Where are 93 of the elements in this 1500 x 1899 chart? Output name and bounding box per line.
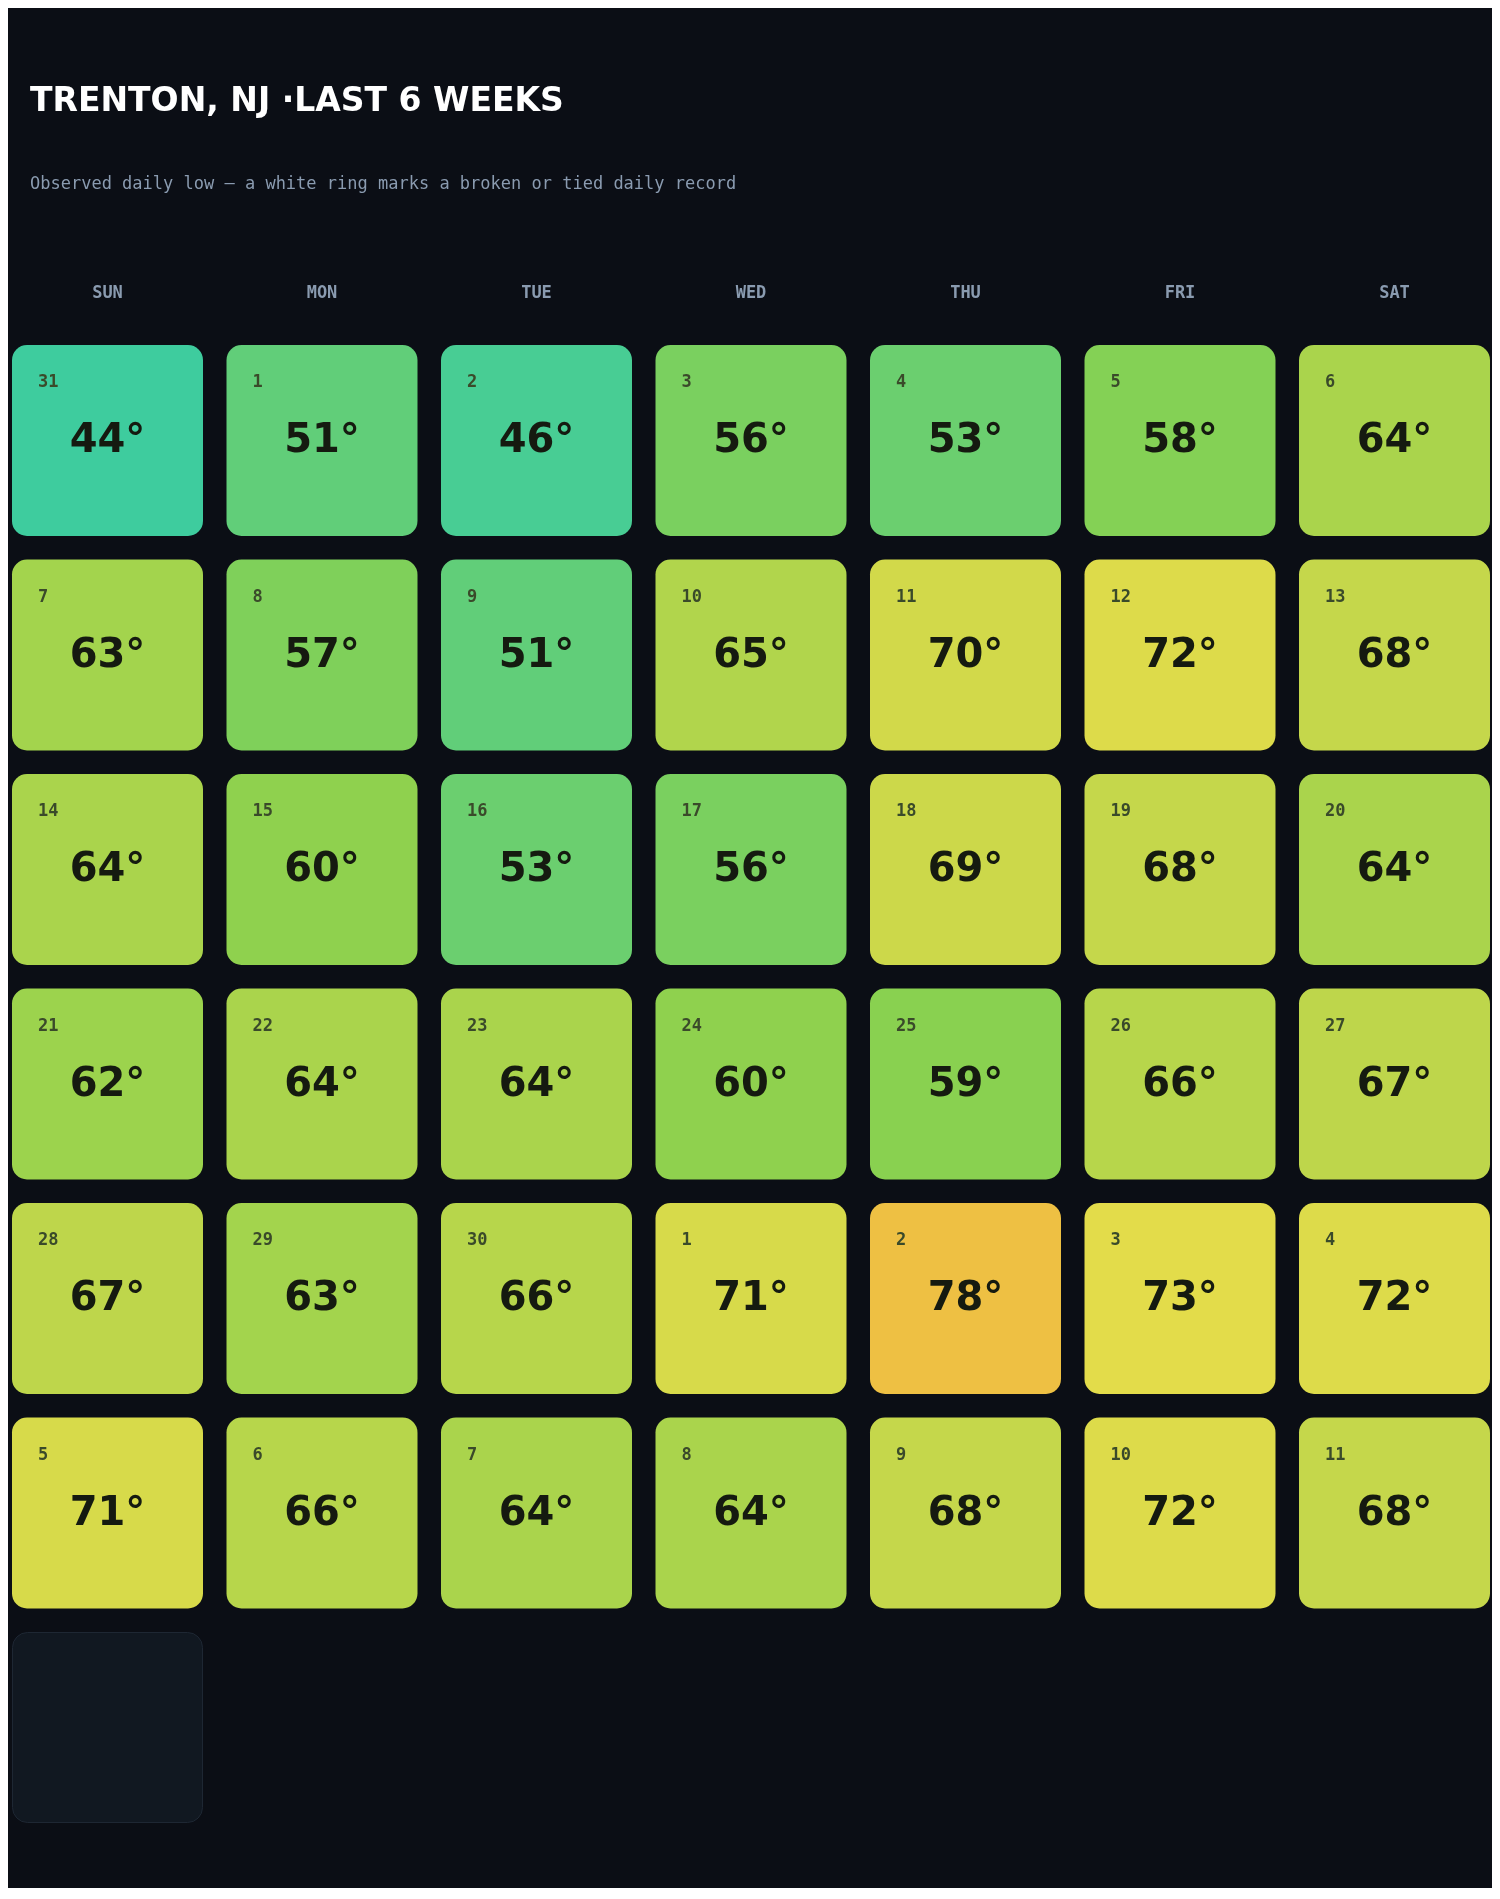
data-label: 64°	[1356, 844, 1433, 890]
data-label: 65°	[713, 629, 789, 676]
annotation: 27	[1325, 1014, 1346, 1035]
annotation: 21	[38, 1014, 59, 1035]
annotation: 12	[1110, 585, 1131, 606]
data-label: 53°	[498, 844, 575, 890]
annotation: 7	[467, 1443, 478, 1464]
data-label: 78°	[927, 1273, 1004, 1319]
data-label: 73°	[1142, 1273, 1218, 1319]
annotation: 4	[896, 371, 907, 391]
data-label: 56°	[713, 415, 789, 461]
data-label: 58°	[1142, 415, 1218, 461]
annotation: 31	[38, 371, 59, 391]
chart-subtitle: Observed daily low — a white ring marks a broken or tied daily record	[30, 173, 737, 193]
data-label: 57°	[284, 629, 360, 676]
data-label: 70°	[927, 629, 1004, 676]
data-label: 60°	[284, 844, 360, 890]
annotation: 9	[467, 585, 478, 606]
annotation: 28	[38, 1229, 59, 1249]
data-label: 72°	[1142, 1487, 1218, 1534]
annotation: 8	[252, 585, 263, 606]
annotation: 16	[467, 800, 488, 820]
data-label: 68°	[1356, 1487, 1433, 1534]
x-tick-label: MON	[306, 282, 338, 302]
annotation: 8	[681, 1443, 692, 1464]
data-label: 71°	[69, 1487, 146, 1534]
data-label: 67°	[1356, 1058, 1433, 1105]
x-tick-label: WED	[735, 282, 767, 302]
data-label: 51°	[284, 415, 360, 461]
data-label: 46°	[498, 415, 575, 461]
annotation: 20	[1325, 800, 1346, 820]
annotation: 15	[252, 800, 273, 820]
annotation: 10	[681, 585, 702, 606]
data-label: 60°	[713, 1058, 789, 1105]
annotation: 25	[896, 1014, 917, 1035]
data-label: 63°	[284, 1273, 360, 1319]
annotation: 6	[1325, 371, 1336, 391]
annotation: 24	[681, 1014, 702, 1035]
x-tick-label: SUN	[92, 282, 123, 302]
annotation: 14	[38, 800, 59, 820]
annotation: 7	[38, 585, 49, 606]
annotation: 29	[252, 1229, 273, 1249]
annotation: 26	[1110, 1014, 1131, 1035]
annotation: 6	[252, 1443, 263, 1464]
annotation: 4	[1325, 1229, 1336, 1249]
data-label: 64°	[69, 844, 146, 890]
data-label: 66°	[498, 1273, 575, 1319]
data-label: 72°	[1142, 629, 1218, 676]
annotation: 19	[1110, 800, 1131, 820]
data-label: 66°	[284, 1487, 360, 1534]
data-label: 66°	[1142, 1058, 1218, 1105]
annotation: 23	[467, 1014, 488, 1035]
data-label: 64°	[498, 1487, 575, 1534]
annotation: 13	[1325, 585, 1346, 606]
annotation: 18	[896, 800, 917, 820]
x-tick-label: FRI	[1164, 282, 1196, 302]
data-label: 44°	[69, 415, 146, 461]
annotation: 11	[1325, 1443, 1346, 1464]
data-label: 68°	[1142, 844, 1218, 890]
data-label: 64°	[284, 1058, 360, 1105]
x-tick-label: THU	[950, 282, 981, 302]
annotation: 9	[896, 1443, 907, 1464]
data-label: 69°	[927, 844, 1004, 890]
data-label: 71°	[713, 1273, 789, 1319]
annotation: 3	[1110, 1229, 1121, 1249]
annotation: 1	[252, 371, 263, 391]
data-label: 72°	[1356, 1273, 1433, 1319]
data-label: 51°	[498, 629, 575, 676]
data-label: 63°	[69, 629, 146, 676]
data-label: 68°	[1356, 629, 1433, 676]
annotation: 17	[681, 800, 702, 820]
data-label: 64°	[1356, 415, 1433, 461]
data-label: 53°	[927, 415, 1004, 461]
data-label: 59°	[927, 1058, 1004, 1105]
annotation: 5	[38, 1443, 49, 1464]
data-label: 64°	[498, 1058, 575, 1105]
data-label: 68°	[927, 1487, 1004, 1534]
x-tick-label: SAT	[1379, 282, 1410, 302]
annotation: 3	[681, 371, 692, 391]
annotation: 2	[467, 371, 478, 391]
annotation: 10	[1110, 1443, 1131, 1464]
annotation: 22	[252, 1014, 273, 1035]
annotation: 5	[1110, 371, 1121, 391]
annotation: 30	[467, 1229, 488, 1249]
data-label: 62°	[69, 1058, 146, 1105]
data-label: 64°	[713, 1487, 789, 1534]
x-tick-label: TUE	[521, 282, 552, 302]
annotation: 2	[896, 1229, 907, 1249]
annotation: 11	[896, 585, 917, 606]
data-label: 56°	[713, 844, 789, 890]
chart-title: TRENTON, NJ ·LAST 6 WEEKS	[30, 80, 564, 119]
annotation: 1	[681, 1229, 692, 1249]
data-label: 67°	[69, 1273, 146, 1319]
